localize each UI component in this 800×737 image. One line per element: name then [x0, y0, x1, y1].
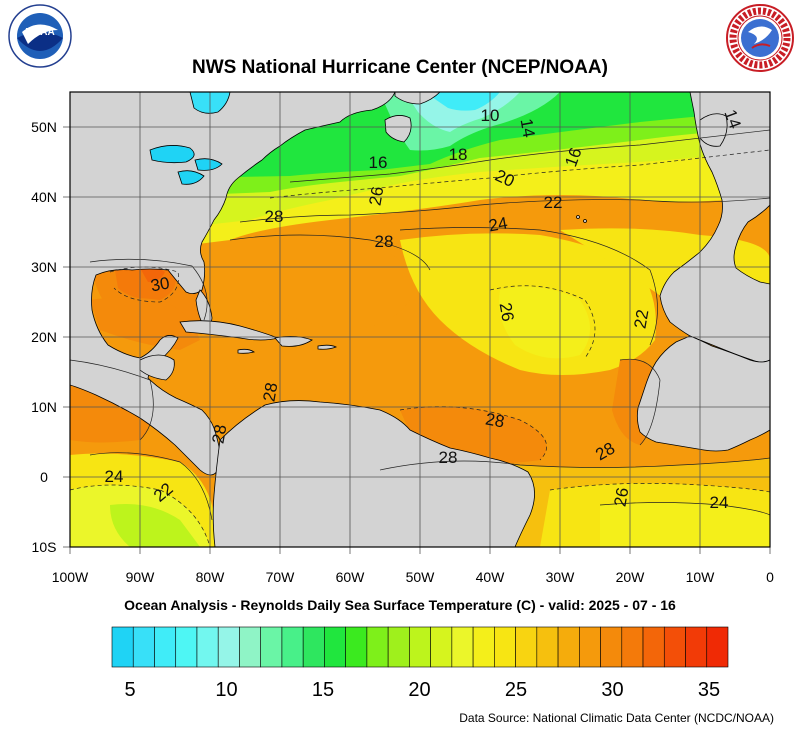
- colorbar-swatch: [345, 626, 368, 668]
- colorbar-swatch: [111, 626, 134, 668]
- colorbar-swatch: [154, 626, 177, 668]
- contour-label: 18: [449, 145, 468, 164]
- lat-tick-label: 0: [40, 469, 48, 485]
- colorbar-tick-label: 10: [215, 679, 237, 701]
- lon-tick-label: 50W: [406, 569, 436, 585]
- lat-tick-label: 40N: [31, 189, 57, 205]
- lon-tick-label: 30W: [546, 569, 576, 585]
- lon-tick-label: 90W: [126, 569, 156, 585]
- lat-tick-label: 10N: [31, 399, 57, 415]
- lon-tick-label: 0: [766, 569, 774, 585]
- colorbar-tick-label: 5: [124, 679, 135, 701]
- lon-tick-label: 80W: [196, 569, 226, 585]
- colorbar-swatch: [387, 626, 410, 668]
- colorbar-swatch: [494, 626, 516, 668]
- lat-tick-label: 20N: [31, 329, 57, 345]
- colorbar-swatch: [217, 626, 240, 668]
- colorbar-tick-label: 15: [312, 679, 334, 701]
- latitude-labels: 50N 40N 30N 20N 10N 0 10S: [31, 119, 57, 555]
- colorbar-swatch: [557, 626, 580, 668]
- colorbar-tick-label: 35: [698, 679, 720, 701]
- colorbar-swatch: [579, 626, 601, 668]
- lon-tick-label: 60W: [336, 569, 366, 585]
- noaa-logo: NOAA: [8, 4, 72, 68]
- lat-tick-label: 10S: [32, 539, 57, 555]
- colorbar-swatch: [409, 626, 431, 668]
- colorbar-swatch: [281, 626, 304, 668]
- longitude-labels: 100W 90W 80W 70W 60W 50W 40W 30W 20W 10W 0: [52, 569, 774, 585]
- lon-tick-label: 40W: [476, 569, 506, 585]
- lat-tick-label: 50N: [31, 119, 57, 135]
- colorbar-swatch: [260, 626, 283, 668]
- land: [70, 92, 770, 547]
- contour-label: 28: [439, 448, 458, 467]
- colorbar-tick-label: 25: [505, 679, 527, 701]
- contour-label: 28: [484, 409, 506, 431]
- noaa-logo-text: NOAA: [25, 27, 54, 38]
- colorbar-swatch: [175, 626, 198, 668]
- colorbar-swatch: [621, 626, 644, 668]
- colorbar: [111, 626, 729, 668]
- colorbar-swatch: [663, 626, 686, 668]
- contour-label: 24: [105, 467, 124, 486]
- contour-label: 26: [365, 185, 387, 207]
- colorbar-labels: 5 10 15 20 25 30 35: [124, 679, 720, 701]
- colorbar-swatch: [515, 626, 538, 668]
- contour-label: 10: [481, 106, 500, 125]
- lon-tick-label: 100W: [52, 569, 89, 585]
- analysis-subtitle: Ocean Analysis - Reynolds Daily Sea Surf…: [124, 597, 676, 613]
- nws-logo: [726, 4, 794, 72]
- colorbar-swatch: [196, 626, 219, 668]
- contour-label: 26: [496, 301, 518, 323]
- lat-tick-label: 30N: [31, 259, 57, 275]
- contour-label: 14: [517, 117, 539, 139]
- chart-title: NWS National Hurricane Center (NCEP/NOAA…: [192, 57, 608, 78]
- data-source: Data Source: National Climatic Data Cent…: [459, 711, 774, 725]
- colorbar-swatch: [685, 626, 708, 668]
- lon-tick-label: 20W: [616, 569, 646, 585]
- contour-label: 22: [544, 193, 563, 212]
- colorbar-swatch: [642, 626, 665, 668]
- contour-label: 16: [369, 153, 388, 172]
- colorbar-swatch: [239, 626, 261, 668]
- colorbar-swatch: [132, 626, 155, 668]
- contour-label: 26: [610, 486, 632, 508]
- map-grid: [63, 92, 771, 554]
- colorbar-swatch: [366, 626, 389, 668]
- colorbar-swatch: [600, 626, 623, 668]
- map-frame: [69, 91, 771, 548]
- contour-label: 30: [149, 273, 171, 295]
- colorbar-swatch: [536, 626, 559, 668]
- colorbar-swatch: [472, 626, 495, 668]
- colorbar-tick-label: 30: [601, 679, 623, 701]
- contour-label: 28: [375, 232, 394, 251]
- colorbar-swatch: [324, 626, 346, 668]
- lon-tick-label: 70W: [266, 569, 296, 585]
- contour-label: 24: [487, 213, 509, 235]
- colorbar-swatch: [451, 626, 474, 668]
- colorbar-tick-label: 20: [408, 679, 430, 701]
- colorbar-swatch: [302, 626, 325, 668]
- contour-label: 28: [208, 423, 230, 445]
- lon-tick-label: 10W: [686, 569, 716, 585]
- contour-label: 24: [710, 493, 729, 512]
- contour-label: 28: [259, 381, 281, 403]
- contour-label: 28: [265, 207, 284, 226]
- contour-lines: [70, 129, 770, 547]
- contour-label: 22: [630, 308, 652, 330]
- colorbar-swatch: [430, 626, 453, 668]
- colorbar-swatch: [706, 626, 729, 668]
